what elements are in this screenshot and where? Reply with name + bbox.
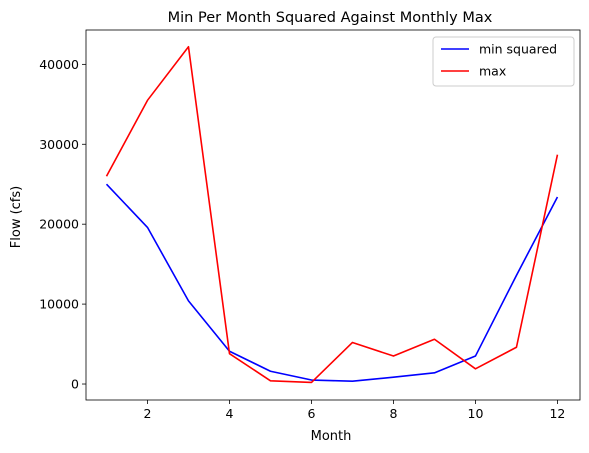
x-tick-label: 8: [389, 406, 397, 421]
series-line-2: [105, 45, 559, 384]
y-tick-label: 10000: [39, 297, 79, 312]
y-tick-label: 20000: [39, 217, 79, 232]
plot-area: [105, 45, 559, 384]
x-tick-label: 2: [144, 406, 152, 421]
x-axis-label: Month: [311, 429, 352, 444]
y-tick-label: 0: [71, 377, 79, 392]
chart-title: Min Per Month Squared Against Monthly Ma…: [168, 10, 493, 26]
x-tick-label: 10: [468, 406, 484, 421]
x-tick-label: 6: [308, 406, 316, 421]
axes: 2 4 6 8 10 12 0 10000 20000 30000 40000: [39, 29, 581, 421]
y-axis-label: Flow (cfs): [9, 186, 24, 248]
y-tick-label: 40000: [39, 57, 79, 72]
series-line-1: [105, 183, 559, 383]
legend-label-1: min squared: [479, 42, 557, 57]
legend-label-2: max: [479, 64, 506, 79]
x-tick-label: 4: [226, 406, 234, 421]
legend: min squared max: [432, 36, 575, 87]
axes-frame: [85, 29, 581, 401]
y-tick-label: 30000: [39, 137, 79, 152]
x-tick-label: 12: [549, 406, 565, 421]
